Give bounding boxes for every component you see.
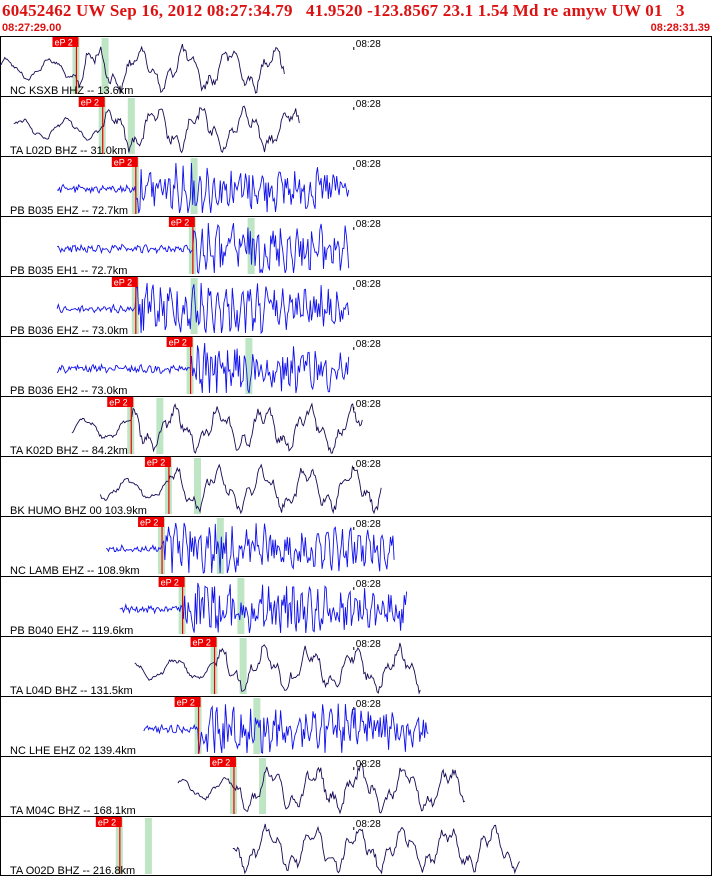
minute-marker-label: 08:28: [356, 459, 381, 470]
pick-label-box: [111, 277, 138, 287]
analysis-window: [245, 338, 253, 394]
minute-marker-label: 08:28: [356, 99, 381, 110]
pick-label: eP 2: [114, 158, 132, 168]
pick-label-box: [190, 637, 217, 647]
pick-label-box: [138, 517, 165, 527]
waveform-trace: [105, 522, 395, 574]
waveform-trace: [143, 703, 429, 754]
pick-label: eP 2: [212, 758, 230, 768]
analysis-window: [253, 698, 261, 754]
pick-label-box: [166, 337, 193, 347]
window-end-time: 08:28:31.39: [650, 22, 710, 34]
waveform-trace: [71, 402, 363, 454]
pick-label-box: [209, 757, 236, 767]
pick-label: eP 2: [169, 338, 187, 348]
station-label: TA L04D BHZ -- 131.5km: [10, 685, 133, 697]
analysis-window: [127, 98, 135, 154]
minute-marker-label: 08:28: [356, 759, 381, 770]
station-label: NC KSXB HHZ -- 13.6km: [10, 85, 133, 97]
waveform-trace: [99, 463, 382, 515]
pick-label-box: [111, 157, 138, 167]
minute-marker-label: 08:28: [356, 219, 381, 230]
analysis-window: [190, 278, 198, 334]
minute-marker-label: 08:28: [356, 279, 381, 290]
station-label: TA M04C BHZ -- 168.1km: [10, 805, 136, 817]
pick-label: eP 2: [109, 398, 127, 408]
pick-label-box: [174, 697, 201, 707]
pick-label: eP 2: [177, 698, 195, 708]
station-label: TA O02D BHZ -- 216.8km: [10, 865, 135, 877]
minute-marker-label: 08:28: [356, 159, 381, 170]
minute-marker-label: 08:28: [356, 639, 381, 650]
waveform-trace: [232, 823, 520, 875]
minute-marker-label: 08:28: [356, 39, 381, 50]
waveform-trace: [56, 342, 350, 394]
pick-label: eP 2: [98, 818, 116, 828]
station-label: NC LAMB EHZ -- 108.9km: [10, 565, 140, 577]
pick-label-box: [52, 37, 79, 47]
waveform-trace: [56, 162, 350, 214]
pick-label-box: [168, 217, 195, 227]
analysis-window: [194, 458, 202, 514]
station-label: BK HUMO BHZ 00 103.9km: [10, 505, 147, 517]
analysis-window: [239, 638, 247, 694]
pick-label: eP 2: [54, 38, 72, 48]
minute-marker-label: 08:28: [356, 399, 381, 410]
station-label: PB B035 EHZ -- 72.7km: [10, 205, 128, 217]
waveform-trace: [13, 105, 300, 154]
analysis-window: [216, 518, 224, 574]
pick-label: eP 2: [140, 518, 158, 528]
station-label: NC LHE EHZ 02 139.4km: [10, 745, 136, 757]
minute-marker-label: 08:28: [356, 519, 381, 530]
event-header-title: 60452462 UW Sep 16, 2012 08:27:34.79 41.…: [2, 1, 685, 20]
minute-marker-label: 08:28: [356, 579, 381, 590]
waveform-trace: [56, 222, 350, 274]
waveform-trace: [56, 282, 350, 335]
window-start-time: 08:27:29.00: [2, 22, 62, 34]
station-label: TA L02D BHZ -- 31.0km: [10, 145, 127, 157]
waveform-trace: [134, 642, 421, 695]
pick-label: eP 2: [171, 218, 189, 228]
minute-marker-label: 08:28: [356, 339, 381, 350]
waveform-trace: [119, 582, 408, 634]
pick-label: eP 2: [193, 638, 211, 648]
pick-label: eP 2: [147, 458, 165, 468]
waveform-trace: [177, 762, 466, 815]
analysis-window: [156, 398, 164, 454]
pick-label: eP 2: [114, 278, 132, 288]
minute-marker-label: 08:28: [356, 819, 381, 830]
station-label: PB B036 EHZ -- 73.0km: [10, 325, 128, 337]
pick-label-box: [158, 577, 185, 587]
pick-label-box: [78, 97, 105, 107]
pick-label: eP 2: [81, 98, 99, 108]
pick-label-box: [95, 817, 122, 827]
station-label: PB B036 EH2 -- 73.0km: [10, 385, 127, 397]
minute-marker-label: 08:28: [356, 699, 381, 710]
pick-label-box: [144, 457, 171, 467]
pick-label-box: [107, 397, 134, 407]
station-label: PB B035 EH1 -- 72.7km: [10, 265, 127, 277]
station-label: PB B040 EHZ -- 119.6km: [10, 625, 133, 637]
station-label: TA K02D BHZ -- 84.2km: [10, 445, 128, 457]
analysis-window: [144, 818, 152, 874]
pick-label: eP 2: [161, 578, 179, 588]
waveform-trace: [0, 43, 285, 94]
